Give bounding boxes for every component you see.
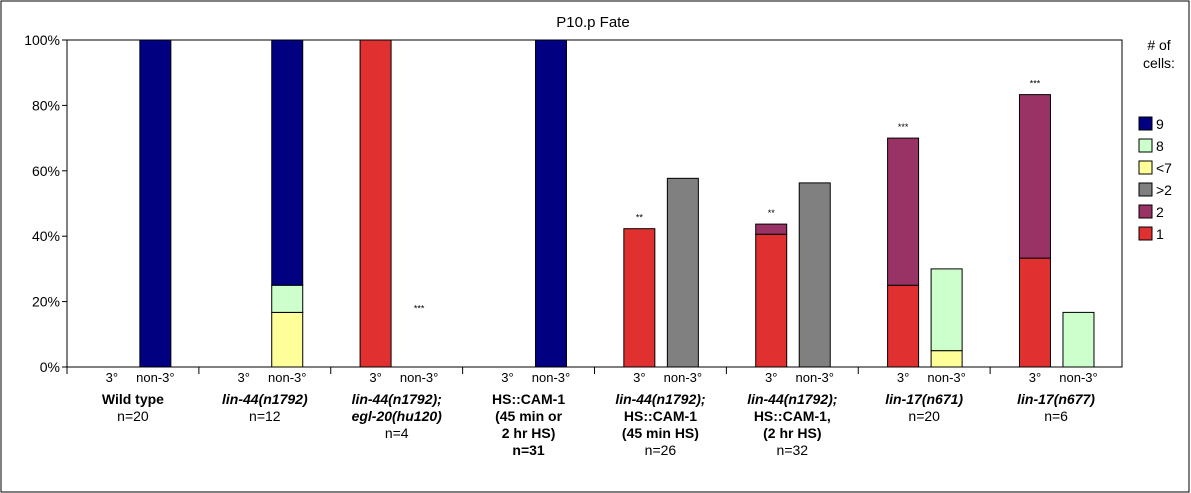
y-tick-label: 60% [32,163,60,179]
y-tick-label: 40% [32,228,60,244]
bar-segment-2 [887,137,920,286]
legend-label: 1 [1156,226,1164,242]
x-tick-label: non-3° [400,370,438,385]
significance-label: *** [898,122,909,132]
x-tick-label: non-3° [268,370,306,385]
y-tick-label: 20% [32,294,60,310]
bar-segment-8 [271,284,304,313]
group-label: Wild type [102,391,164,407]
chart-title: P10.p Fate [556,14,629,31]
legend: # of cells: 9 8 <7 >2 2 1 [1138,37,1175,242]
group-label: lin-44(n1792); [615,391,705,407]
group-label: lin-44(n1792) [222,391,308,407]
significance-label: *** [1030,79,1041,89]
bar-segment-lt7 [271,311,304,368]
group-label: egl-20(hu120) [352,408,443,424]
legend-swatch [1138,160,1153,175]
x-tick-label: 3° [369,370,381,385]
legend-label: 2 [1156,204,1164,220]
bar-segment-2 [755,223,788,235]
group-label: n=31 [512,442,545,458]
legend-label: <7 [1156,160,1172,176]
x-tick-label: 3° [1029,370,1041,385]
x-tick-label: non-3° [136,370,174,385]
group-label: lin-44(n1792); [747,391,837,407]
legend-label: >2 [1156,182,1172,198]
legend-title: cells: [1143,55,1175,71]
group-label: n=20 [117,408,149,424]
bar-segment-gt2 [666,177,699,368]
legend-label: 9 [1156,116,1164,132]
group-label: lin-44(n1792); [352,391,442,407]
x-tick-label: 3° [106,370,118,385]
group-label: n=26 [645,442,677,458]
group-label: n=20 [908,408,940,424]
y-tick-label: 100% [24,32,60,48]
x-tick-label: 3° [501,370,513,385]
bar-segment-1 [623,228,656,368]
bar-segment-2 [1018,94,1051,259]
bar-segment-1 [1018,257,1051,368]
x-tick-label: 3° [633,370,645,385]
group-label: lin-17(n677) [1017,391,1095,407]
legend-swatch [1138,138,1153,153]
bar-segment-8 [930,268,963,352]
significance-label: *** [414,303,425,313]
x-tick-label: non-3° [796,370,834,385]
group-label: lin-17(n671) [885,391,963,407]
legend-swatch [1138,116,1153,131]
bar-segment-1 [755,233,788,368]
bar-segment-9 [139,39,172,368]
y-tick-label: 0% [40,359,60,375]
plot-border [66,39,1123,368]
bar-segment-gt2 [798,182,831,368]
x-tick-label: 3° [765,370,777,385]
legend-swatch [1138,226,1153,241]
group-label: (45 min HS) [622,425,699,441]
legend-title: # of [1147,37,1170,53]
x-tick-label: 3° [897,370,909,385]
legend-swatch [1138,204,1153,219]
x-tick-label: non-3° [927,370,965,385]
group-label: (45 min or [495,408,562,424]
x-tick-label: non-3° [1059,370,1097,385]
group-label: HS::CAM-1 [624,408,697,424]
group-label: HS::CAM-1, [754,408,831,424]
x-tick-label: non-3° [532,370,570,385]
bar-segment-8 [1062,311,1095,368]
group-label: n=32 [777,442,809,458]
bar-segment-1 [887,284,920,368]
legend-label: 8 [1156,138,1164,154]
plot-area: 0%20%40%60%80%100%3° non-3°Wild typen=203… [24,32,1123,458]
group-label: HS::CAM-1 [492,391,565,407]
group-label: 2 hr HS) [502,425,556,441]
y-tick-label: 80% [32,97,60,113]
group-label: (2 hr HS) [763,425,821,441]
significance-label: ** [768,208,776,218]
bar-segment-9 [271,39,304,286]
x-tick-label: 3° [237,370,249,385]
x-tick-label: non-3° [664,370,702,385]
group-label: n=12 [249,408,281,424]
legend-swatch [1138,182,1153,197]
bar-segment-9 [534,39,567,368]
group-label: n=4 [385,425,409,441]
bar-segment-lt7 [930,350,963,368]
bar-segment-1 [359,39,392,368]
significance-label: ** [636,213,644,223]
group-label: n=6 [1044,408,1068,424]
